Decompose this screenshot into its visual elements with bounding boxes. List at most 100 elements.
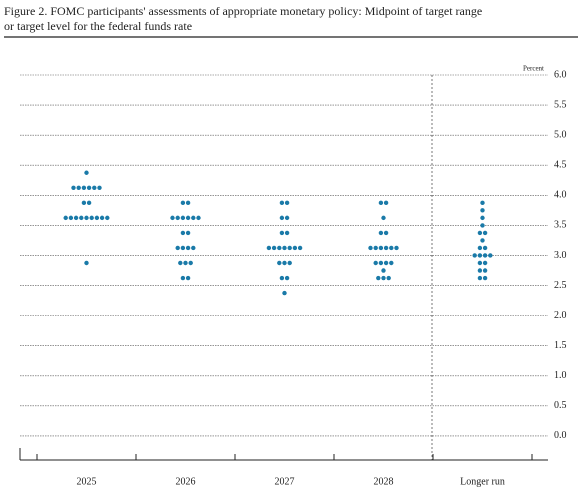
x-tick-label: 2027: [275, 476, 295, 487]
dot: [383, 260, 389, 266]
dot: [394, 245, 399, 251]
y-tick-label: 1.5: [554, 340, 567, 351]
dot: [86, 200, 92, 206]
dot: [185, 275, 191, 281]
dot: [84, 215, 89, 221]
dot: [279, 215, 285, 221]
dot: [477, 260, 483, 266]
dot: [477, 245, 483, 251]
dot: [97, 185, 102, 190]
dot: [378, 200, 384, 206]
dot: [175, 245, 180, 251]
dot: [279, 275, 285, 281]
dot: [376, 275, 381, 281]
dot: [287, 245, 292, 251]
dot: [89, 215, 94, 221]
y-tick-label: 4.5: [554, 160, 567, 171]
dot: [279, 230, 285, 236]
dot: [386, 275, 391, 281]
dot: [292, 245, 298, 251]
dot: [271, 245, 277, 251]
y-tick-label: 0.5: [554, 400, 567, 411]
dot: [191, 215, 196, 221]
dot: [381, 275, 386, 281]
dot: [279, 200, 285, 206]
dot: [79, 215, 84, 221]
dot: [480, 238, 485, 243]
chart-title: or target level for the federal funds ra…: [4, 19, 192, 33]
dot: [383, 230, 389, 236]
dot: [284, 215, 290, 221]
dot: [68, 215, 74, 221]
chart-title: Figure 2. FOMC participants' assessments…: [4, 4, 482, 18]
dot: [287, 260, 292, 266]
dot: [282, 245, 287, 251]
dot: [266, 245, 272, 251]
dot: [277, 260, 282, 266]
dot: [84, 170, 89, 175]
dot: [480, 223, 485, 228]
y-tick-label: 2.5: [554, 280, 567, 291]
dot: [482, 260, 488, 266]
dot: [94, 215, 100, 221]
dot: [92, 185, 97, 190]
dot: [368, 245, 373, 251]
dot: [175, 215, 180, 221]
dot: [191, 245, 196, 251]
y-tick-label: 5.5: [554, 99, 567, 110]
y-tick-label: 2.0: [554, 310, 567, 321]
dot: [84, 260, 89, 266]
dot: [381, 268, 386, 273]
dot: [180, 245, 186, 251]
dot: [477, 230, 483, 236]
y-axis-label: Percent: [523, 65, 544, 73]
dot: [185, 245, 191, 251]
y-tick-label: 3.0: [554, 250, 567, 261]
dot: [76, 185, 81, 190]
dot: [180, 215, 186, 221]
dot: [180, 275, 186, 281]
dot: [81, 185, 87, 190]
dot: [284, 230, 290, 236]
dot: [170, 215, 175, 221]
dot: [482, 268, 488, 273]
y-tick-label: 1.0: [554, 370, 567, 381]
dot: [389, 260, 394, 266]
x-tick-label: 2025: [77, 476, 97, 487]
y-tick-label: 0.0: [554, 430, 567, 441]
dot: [488, 253, 493, 258]
dot: [297, 245, 303, 251]
y-tick-label: 3.5: [554, 220, 567, 231]
dot: [482, 275, 488, 281]
dot: [480, 208, 485, 213]
dot: [383, 245, 389, 251]
dot: [63, 215, 68, 221]
dot: [480, 215, 485, 221]
dot: [482, 253, 488, 258]
dot: [180, 200, 186, 206]
dot: [81, 200, 87, 206]
dot: [73, 215, 79, 221]
dot: [183, 260, 188, 266]
y-tick-label: 6.0: [554, 69, 567, 80]
y-tick-label: 5.0: [554, 129, 567, 140]
dot: [472, 253, 477, 258]
dot: [105, 215, 110, 221]
dot: [378, 245, 384, 251]
y-tick-label: 4.0: [554, 190, 567, 201]
dot: [373, 245, 378, 251]
dot: [185, 200, 191, 206]
dot: [482, 230, 488, 236]
dot: [378, 230, 384, 236]
dot: [185, 230, 191, 236]
x-tick-label: 2028: [374, 476, 394, 487]
x-tick-label: 2026: [176, 476, 196, 487]
dot: [284, 200, 290, 206]
dot: [178, 260, 183, 266]
dot: [482, 245, 488, 251]
dot: [284, 275, 290, 281]
dot: [86, 185, 92, 190]
dot: [477, 253, 483, 258]
dot: [180, 230, 186, 236]
